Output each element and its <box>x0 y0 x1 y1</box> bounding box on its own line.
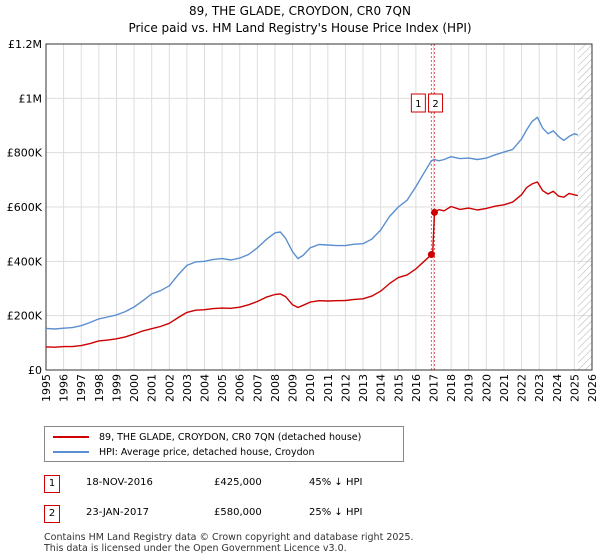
y-tick-label: £1M <box>19 92 43 105</box>
sale-1-point <box>427 251 435 259</box>
sale-badge: 2 <box>44 505 60 523</box>
legend-item-hpi: HPI: Average price, detached house, Croy… <box>53 445 315 459</box>
series-line-hpi <box>45 116 579 330</box>
x-tick-label: 2011 <box>322 374 335 402</box>
x-tick-label: 1997 <box>75 374 88 402</box>
x-tick-label: 2010 <box>304 374 317 402</box>
x-tick-label: 2024 <box>551 374 564 402</box>
x-tick-label: 2009 <box>287 374 300 402</box>
sale-1-chart-badge <box>410 93 426 113</box>
x-tick-label: 2001 <box>146 374 159 402</box>
x-tick-label: 2023 <box>533 374 546 402</box>
chart-title: 89, THE GLADE, CROYDON, CR0 7QN <box>189 4 411 18</box>
plot-frame <box>45 43 593 371</box>
chart-legend: 89, THE GLADE, CROYDON, CR0 7QN (detache… <box>44 426 404 462</box>
x-tick-label: 2006 <box>234 374 247 402</box>
x-tick-label: 2026 <box>586 374 599 402</box>
x-tick-label: 2019 <box>463 374 476 402</box>
x-tick-label: 1996 <box>58 374 71 402</box>
sale-2-point <box>431 208 439 216</box>
legend-item-property: 89, THE GLADE, CROYDON, CR0 7QN (detache… <box>53 430 361 444</box>
sale-price: £580,000 <box>214 507 262 518</box>
x-tick-label: 2007 <box>251 374 264 402</box>
x-tick-label: 2020 <box>480 374 493 402</box>
sale-date: 23-JAN-2017 <box>86 507 150 518</box>
x-tick-label: 2003 <box>181 374 194 402</box>
x-tick-label: 2008 <box>269 374 282 402</box>
price-chart: £0 £200K £400K £600K £800K £1M £1.2M 1995 1996 19… <box>7 38 599 402</box>
y-tick-label: £600K <box>7 201 43 214</box>
sale-1-chart-badge-label: 1 <box>415 99 421 110</box>
sale-2-chart-badge-label: 2 <box>432 99 438 110</box>
series-line-property <box>45 181 579 348</box>
x-tick-label: 2017 <box>427 374 440 402</box>
y-tick-label: £1.2M <box>8 38 42 51</box>
x-tick-label: 2002 <box>163 374 176 402</box>
x-tick-label: 2021 <box>498 374 511 402</box>
chart-subtitle: Price paid vs. HM Land Registry's House … <box>128 21 472 35</box>
x-tick-label: 2015 <box>392 374 405 402</box>
footer-licence: This data is licensed under the Open Gov… <box>44 543 347 554</box>
x-tick-label: 2014 <box>375 374 388 402</box>
legend-label-hpi: HPI: Average price, detached house, Croy… <box>99 446 315 458</box>
x-tick-label: 2004 <box>199 374 212 402</box>
y-tick-label: £200K <box>7 310 43 323</box>
x-tick-label: 2005 <box>216 374 229 402</box>
y-tick-label: £800K <box>7 147 43 160</box>
sale-2-chart-badge <box>428 93 444 113</box>
x-tick-label: 2022 <box>516 374 529 402</box>
x-tick-label: 1995 <box>40 374 53 402</box>
legend-swatch-property <box>53 436 89 438</box>
x-tick-label: 2016 <box>410 374 423 402</box>
x-tick-label: 2013 <box>357 374 370 402</box>
x-tick-label: 2000 <box>128 374 141 402</box>
sale-badge: 1 <box>44 475 60 493</box>
x-tick-label: 2025 <box>568 374 581 402</box>
x-tick-label: 1999 <box>110 374 123 402</box>
x-tick-label: 1998 <box>93 374 106 402</box>
y-tick-label: £0 <box>28 364 42 377</box>
sale-hpi-diff: 25% ↓ HPI <box>309 507 363 518</box>
y-tick-label: £400K <box>7 255 43 268</box>
x-tick-label: 2012 <box>339 374 352 402</box>
x-tick-label: 2018 <box>445 374 458 402</box>
projection-hatch <box>577 44 592 370</box>
sale-date: 18-NOV-2016 <box>86 477 153 488</box>
footer-copyright: Contains HM Land Registry data © Crown c… <box>44 532 414 543</box>
sale-hpi-diff: 45% ↓ HPI <box>309 477 363 488</box>
legend-label-property: 89, THE GLADE, CROYDON, CR0 7QN (detache… <box>99 431 362 443</box>
sale-price: £425,000 <box>214 477 262 488</box>
legend-swatch-hpi <box>53 451 89 453</box>
